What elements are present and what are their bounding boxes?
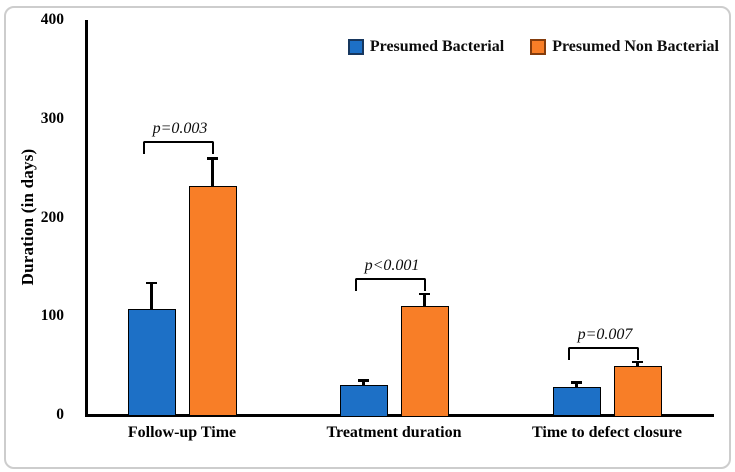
bar-bacterial: [339, 385, 388, 417]
significance-bracket: [567, 346, 639, 360]
error-bar-line: [211, 158, 214, 186]
legend-swatch-non-bacterial-icon: [530, 39, 547, 55]
x-category-label: Follow-up Time: [127, 424, 237, 441]
x-category-label: Treatment duration: [326, 424, 462, 441]
p-value-label: p=0.003: [152, 120, 208, 138]
error-bar-cap: [632, 360, 643, 364]
significance-bracket: [142, 141, 214, 155]
x-category-label: Time to defect closure: [531, 424, 683, 441]
y-tick-label: 400: [40, 11, 64, 28]
y-axis-line: [85, 20, 88, 417]
y-tick-label: 0: [56, 406, 64, 423]
legend: Presumed Bacterial Presumed Non Bacteria…: [347, 38, 719, 56]
y-tick-label: 100: [40, 307, 64, 325]
bar-non-bacterial: [613, 365, 662, 417]
bar-non-bacterial: [400, 306, 449, 417]
error-bar-line: [362, 380, 365, 386]
bar-bacterial: [552, 387, 601, 417]
bar-non-bacterial: [188, 185, 237, 417]
error-bar-cap: [146, 281, 157, 285]
y-tick-label: 200: [40, 208, 64, 226]
legend-item-presumed-non-bacterial: Presumed Non Bacterial: [530, 38, 719, 56]
error-bar-cap: [419, 292, 430, 296]
error-bar-cap: [571, 381, 582, 384]
significance-bracket: [354, 277, 426, 291]
legend-item-presumed-bacterial: Presumed Bacterial: [347, 38, 505, 56]
legend-label-bacterial: Presumed Bacterial: [369, 38, 505, 55]
p-value-label: p=0.007: [577, 325, 633, 343]
error-bar-line: [636, 361, 639, 366]
error-bar-line: [150, 282, 153, 310]
error-bar-cap: [207, 157, 218, 160]
legend-label-non-bacterial: Presumed Non Bacterial: [552, 38, 719, 55]
error-bar-cap: [358, 379, 369, 382]
error-bar-line: [423, 293, 426, 307]
legend-swatch-bacterial-icon: [347, 39, 364, 55]
p-value-label: p<0.001: [364, 256, 420, 274]
x-axis-line: [85, 414, 714, 417]
error-bar-line: [575, 382, 578, 388]
bar-bacterial: [127, 309, 176, 417]
y-tick-label: 300: [40, 109, 64, 127]
